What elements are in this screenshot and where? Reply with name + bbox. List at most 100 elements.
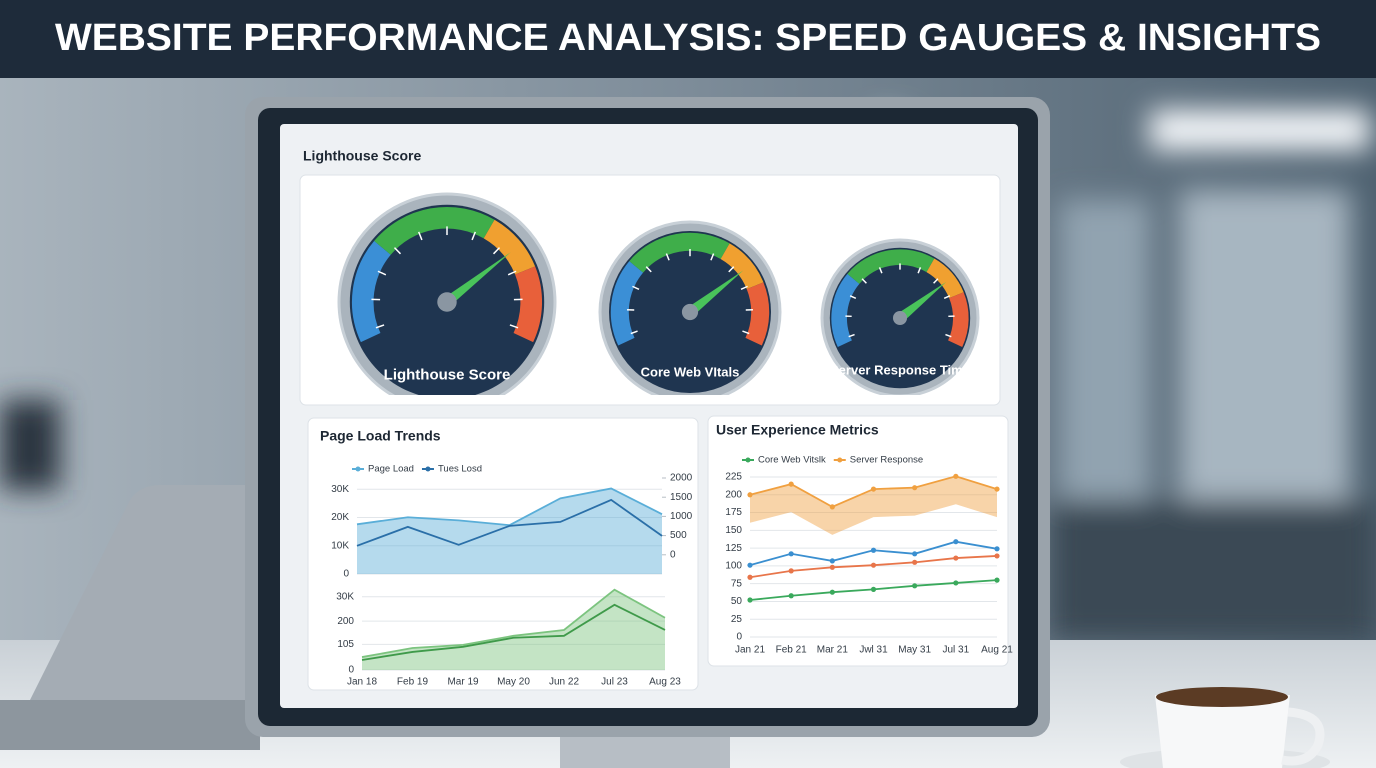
- gauge-tick: [665, 253, 670, 261]
- y-tick-label: 30K: [336, 591, 354, 602]
- line: [356, 498, 663, 547]
- point: [912, 485, 918, 491]
- line: [361, 603, 666, 661]
- office-screen: [0, 400, 60, 490]
- point: [829, 564, 835, 570]
- legend-dot: [425, 466, 431, 472]
- gauge-needle: [896, 281, 947, 322]
- point: [912, 559, 918, 565]
- gauge-needle: [686, 270, 744, 316]
- gauge-arc: [629, 232, 730, 273]
- point: [953, 473, 959, 479]
- gauge-arc: [513, 266, 543, 343]
- gauge-tick: [742, 330, 750, 335]
- gauge-label: Core Web VItals: [641, 365, 740, 380]
- x-tick-label: Mar 19: [447, 677, 479, 688]
- x-tick-label: May 31: [898, 645, 931, 656]
- laptop: [10, 485, 260, 740]
- gauge-arc: [847, 249, 935, 285]
- y-tick-label: 2000: [670, 473, 693, 484]
- point: [870, 547, 877, 553]
- x-tick-label: Aug 23: [649, 677, 681, 688]
- line: [361, 588, 666, 658]
- panel-title: Lighthouse Score: [303, 148, 421, 164]
- legend-label: Server Response: [850, 455, 923, 466]
- x-tick-label: Jul 23: [601, 677, 628, 688]
- gauge-arc: [947, 292, 969, 348]
- y-tick-label: 20K: [331, 512, 349, 523]
- ux-card: [707, 415, 1009, 667]
- point: [994, 486, 1000, 492]
- point: [953, 539, 959, 545]
- point: [788, 568, 794, 574]
- cup-handle: [1281, 707, 1325, 766]
- legend-dot: [355, 466, 361, 472]
- gauge-tick: [849, 295, 857, 300]
- x-tick-label: Mar 21: [817, 645, 849, 656]
- y-tick-label: 500: [670, 530, 687, 541]
- gauge-tick: [417, 231, 423, 241]
- y-tick-label: 105: [337, 639, 354, 650]
- gauge-hub: [681, 303, 699, 321]
- gauge-tick: [377, 270, 387, 276]
- gauge-tick: [507, 270, 517, 276]
- area: [750, 476, 997, 535]
- page-load-card: [307, 417, 699, 691]
- gauge-tick: [848, 333, 855, 338]
- y-tick-label: 100: [725, 561, 742, 572]
- gauge-arc: [926, 258, 964, 299]
- ceiling-light: [1150, 110, 1370, 150]
- x-tick-label: Jan 21: [735, 645, 765, 656]
- point: [912, 551, 918, 557]
- gauge-tick: [471, 231, 477, 241]
- gauge-tick: [728, 266, 735, 273]
- gauge-tick: [645, 266, 652, 273]
- legend-label: Tues Losd: [438, 464, 482, 475]
- gauge-tick: [945, 333, 952, 338]
- gauge-arc: [831, 273, 860, 348]
- point: [829, 589, 835, 595]
- gauge-tick: [943, 295, 951, 300]
- gauge-tick: [861, 278, 867, 284]
- y-tick-label: 25: [731, 614, 743, 625]
- legend-dot: [837, 457, 843, 463]
- office-blur: [0, 110, 1376, 640]
- gauge-arc: [720, 243, 764, 290]
- gauge-arc: [374, 206, 495, 256]
- gauge-tick: [878, 267, 883, 274]
- gauge-arc: [610, 261, 644, 346]
- point: [829, 504, 835, 510]
- gauge-arc: [351, 240, 391, 343]
- y-tick-label: 50: [731, 596, 743, 607]
- y-tick-label: 1500: [670, 492, 693, 503]
- y-tick-label: 0: [343, 569, 349, 580]
- point: [912, 583, 918, 589]
- header-bar: [0, 0, 1376, 78]
- y-tick-label: 30K: [331, 484, 349, 495]
- legend-label: Core Web Vitslk: [758, 455, 826, 466]
- coffee-cup: [1120, 687, 1330, 768]
- point: [747, 562, 753, 568]
- point: [994, 546, 1000, 552]
- gauge-tick: [933, 278, 939, 284]
- chart-title: User Experience Metrics: [716, 422, 879, 438]
- y-tick-label: 0: [736, 632, 742, 643]
- gauge-label: Server Response Time: [830, 362, 970, 377]
- area: [357, 488, 662, 574]
- x-tick-label: Jun 22: [549, 677, 579, 688]
- legend-label: Page Load: [368, 464, 414, 475]
- gauge-tick: [393, 247, 402, 255]
- y-tick-label: 1000: [670, 511, 693, 522]
- x-tick-label: Feb 19: [397, 677, 429, 688]
- header-title: WEBSITE PERFORMANCE ANALYSIS: SPEED GAUG…: [55, 17, 1321, 59]
- point: [953, 555, 959, 561]
- y-tick-label: 10K: [331, 540, 349, 551]
- x-tick-label: Feb 21: [776, 645, 808, 656]
- y-tick-label: 200: [725, 489, 742, 500]
- gauge-tick: [632, 285, 640, 290]
- point: [994, 553, 1000, 559]
- office-furniture: [1050, 500, 1376, 640]
- coffee: [1156, 687, 1288, 707]
